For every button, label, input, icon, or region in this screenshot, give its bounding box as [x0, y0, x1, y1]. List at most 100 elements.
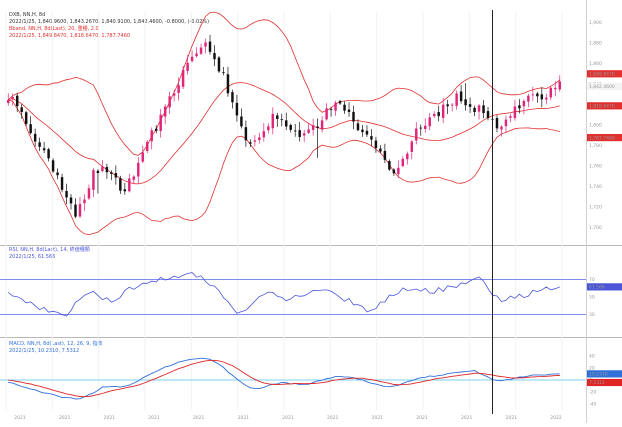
- signal-value: 7.5312: [589, 380, 605, 386]
- candle-body: [473, 107, 476, 113]
- candle-body: [338, 100, 342, 104]
- price-tick-label: 1,760: [589, 164, 602, 170]
- candle-body: [361, 129, 364, 133]
- candle-body: [159, 114, 162, 132]
- rsi-series: [0, 272, 586, 317]
- time-tick-label: 2021: [238, 415, 250, 421]
- candle-body: [244, 127, 248, 141]
- time-tick-label: 2021: [416, 415, 428, 421]
- rsi-value-tag: 61.566: [587, 283, 622, 291]
- main-legend-ohlc: 2022/1/25, 1,840.9600, 1,843.2670, 1,840…: [9, 19, 209, 25]
- candle-body: [177, 85, 180, 93]
- macd-value-tag: 10.2310: [587, 370, 622, 378]
- macd-series: [0, 357, 586, 400]
- candle-body: [267, 126, 270, 131]
- candle-body: [186, 62, 189, 71]
- candle-body: [51, 160, 55, 172]
- price-tick-label: 1,700: [589, 225, 602, 231]
- candle-body: [334, 102, 337, 111]
- candle-body: [47, 149, 50, 159]
- price-tick-label: 1,720: [589, 205, 602, 211]
- candle-body: [554, 87, 557, 90]
- candle-body: [132, 176, 136, 180]
- candle-body: [15, 95, 19, 107]
- time-tick-label: 2021: [372, 415, 384, 421]
- time-tick-label: 2021: [193, 415, 205, 421]
- price-tick-label: 1,860: [589, 61, 602, 67]
- candle-body: [276, 115, 279, 119]
- candle-body: [163, 106, 167, 117]
- candle-body: [379, 148, 382, 152]
- candle-body: [146, 141, 149, 151]
- lower-band-value: 1,787.7460: [589, 135, 615, 141]
- candle-body: [60, 177, 64, 190]
- candle-body: [293, 130, 297, 132]
- macd-legend-readout: 2022/1/25, 10.2310, 7.5312: [9, 348, 79, 354]
- candle-body: [401, 158, 405, 167]
- lower-band-line: [8, 99, 560, 236]
- candle-body: [101, 166, 104, 172]
- candle-body: [428, 117, 431, 127]
- candle-body: [24, 112, 28, 124]
- time-tick-label: 2021: [14, 415, 26, 421]
- time-tick-label: 2021: [461, 415, 473, 421]
- macd-legend: MACD, NN,H, 8d(Last), 12, 26, 9, 指数: [9, 340, 102, 347]
- candle-body: [123, 189, 127, 192]
- candle-body: [410, 141, 414, 152]
- candle-body: [374, 140, 378, 148]
- candle-body: [527, 95, 530, 102]
- macd-tick-label: 40: [589, 354, 595, 360]
- macd-line: [8, 357, 560, 400]
- candle-body: [172, 93, 176, 96]
- macd-tick-label: -40: [589, 402, 596, 408]
- candle-body: [154, 128, 158, 131]
- candle-body: [235, 102, 239, 116]
- time-tick-label: 2021: [148, 415, 160, 421]
- candle-body: [343, 104, 346, 111]
- candle-body: [168, 96, 171, 108]
- candle-body: [347, 109, 351, 112]
- main-legend-band: Bband, NN,H, 8d(Last), 20, 重種, 2.0: [9, 25, 99, 32]
- candle-body: [128, 178, 131, 192]
- candle-body: [383, 150, 387, 160]
- time-axis: 2021 2021 2021 2021 2021 2021 2021 2021 2021 2021…: [14, 415, 562, 421]
- candle-body: [190, 56, 194, 62]
- candle-body: [415, 128, 418, 141]
- candle-body: [253, 140, 257, 142]
- candle-body: [392, 169, 396, 174]
- candle-body: [29, 124, 32, 134]
- candle-body: [240, 116, 243, 127]
- candle-body: [352, 111, 355, 122]
- lower-band-value-box: [587, 133, 622, 142]
- rsi-tick-label: 70: [589, 277, 595, 283]
- candle-body: [56, 172, 59, 176]
- candle-body: [92, 170, 95, 190]
- time-tick-label: 2022: [550, 415, 562, 421]
- candle-body: [96, 170, 100, 174]
- candle-body: [87, 188, 91, 199]
- signal-value-tag: 7.5312: [587, 378, 622, 386]
- candle-body: [325, 108, 328, 120]
- macd-value: 10.2310: [589, 372, 608, 378]
- time-tick-label: 2021: [282, 415, 294, 421]
- candle-body: [280, 119, 283, 121]
- candle-body: [477, 105, 481, 112]
- candle-body: [545, 97, 548, 100]
- candle-body: [540, 94, 544, 100]
- candle-body: [419, 127, 422, 129]
- last-price-value-tag: 1,842.4600: [587, 82, 622, 90]
- candle-body: [38, 142, 41, 147]
- candle-body: [33, 133, 37, 142]
- macd-tick-label: -20: [589, 390, 596, 396]
- candle-body: [482, 105, 485, 114]
- time-tick-label: 2021: [327, 415, 339, 421]
- candle-body: [74, 204, 77, 217]
- candle-body: [558, 81, 561, 90]
- candle-body: [195, 53, 198, 57]
- candle-body: [441, 104, 445, 118]
- rsi-legend-readout: 2022/1/25, 61.566: [9, 254, 55, 260]
- candle-body: [11, 97, 14, 100]
- candle-body: [262, 131, 266, 138]
- macd-value-box: [587, 370, 622, 378]
